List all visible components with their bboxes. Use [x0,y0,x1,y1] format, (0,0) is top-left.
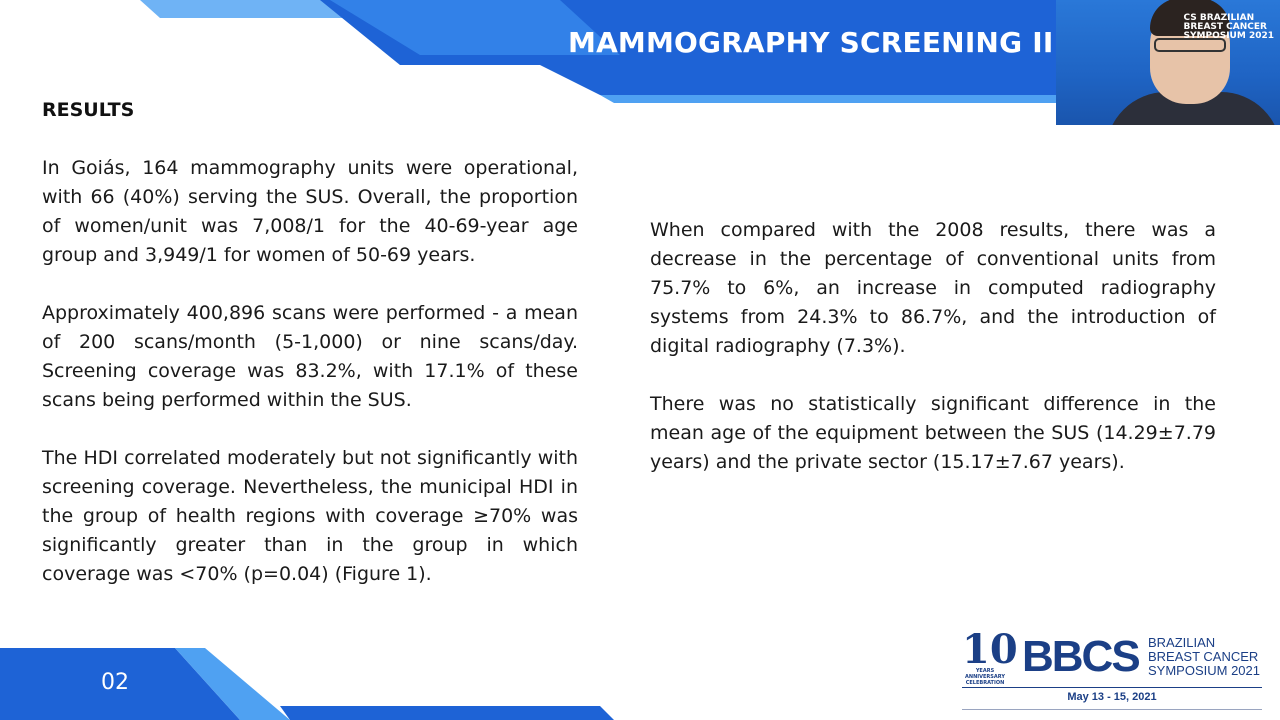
anniversary-number: 10 [962,626,1018,673]
header-stripe-light [140,0,360,18]
header-band [140,0,1280,103]
paragraph: When compared with the 2008 results, the… [650,219,1216,357]
logo-name-line: SYMPOSIUM 2021 [1148,663,1260,678]
slide-title: MAMMOGRAPHY SCREENING II [568,26,1054,59]
paragraph: In Goiás, 164 mammography units were ope… [42,157,578,266]
page-number: 02 [101,670,129,695]
right-column: When compared with the 2008 results, the… [650,216,1216,506]
event-dates: May 13 - 15, 2021 [1067,691,1157,703]
header-stripe-accent [330,0,620,55]
logo-divider [962,687,1262,688]
footer-stripe-accent [175,648,290,720]
logo-divider [962,709,1262,710]
paragraph: Approximately 400,896 scans were perform… [42,302,578,411]
logo-name-line: BRAZILIAN [1148,635,1216,650]
anniversary-text: YEARS ANNIVERSARY CELEBRATION [965,668,1005,686]
paragraph: There was no statistically significant d… [650,393,1216,473]
footer-band [0,648,614,720]
speaker-glasses [1154,38,1226,52]
footer-stripe-thin [280,706,614,720]
speaker-webcam-video[interactable]: CS BRAZILIAN BREAST CANCER SYMPOSIUM 202… [1056,0,1280,125]
bbcs-logo: 10 YEARS ANNIVERSARY CELEBRATION BBCS BR… [962,630,1262,712]
webcam-logo-line: SYMPOSIUM 2021 [1183,31,1274,41]
logo-name: BRAZILIAN BREAST CANCER SYMPOSIUM 2021 [1148,636,1262,678]
paragraph: The HDI correlated moderately but not si… [42,447,578,585]
speaker-hair [1150,0,1230,36]
footer-stripe-main [0,648,240,720]
webcam-overlay-logo: CS BRAZILIAN BREAST CANCER SYMPOSIUM 202… [1184,14,1274,41]
webcam-logo-line: CS BRAZILIAN [1183,13,1255,23]
section-heading: RESULTS [42,99,135,121]
logo-name-line: BREAST CANCER [1148,649,1259,664]
left-column: In Goiás, 164 mammography units were ope… [42,154,578,618]
logo-acronym: BBCS [1022,632,1141,681]
webcam-logo-line: BREAST CANCER [1183,22,1267,32]
